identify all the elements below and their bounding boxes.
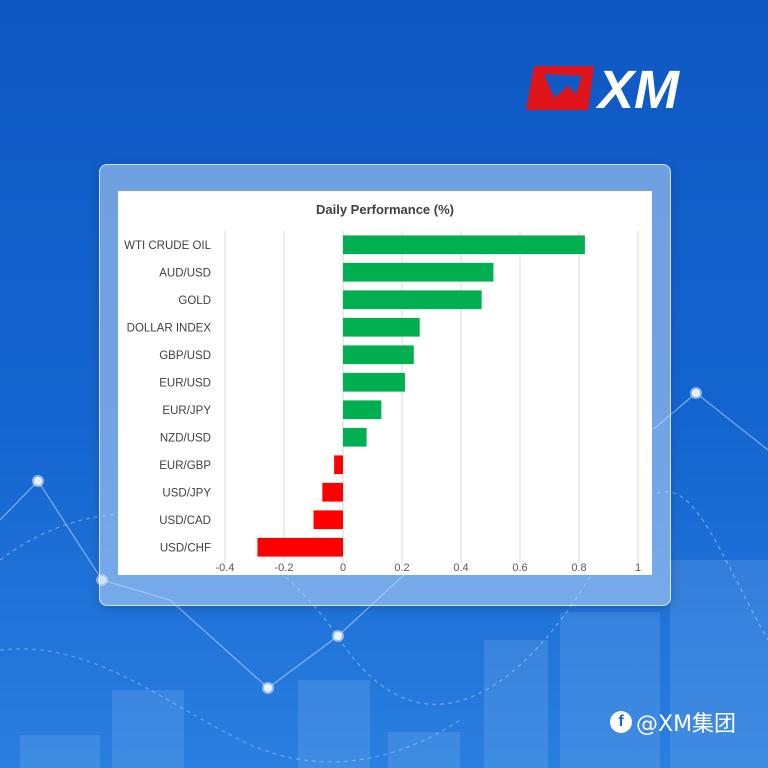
bar-nzd-usd (343, 427, 367, 447)
x-tick-label: 0 (340, 562, 346, 574)
x-tick-label: -0.2 (275, 562, 294, 574)
bar-eur-jpy (343, 400, 382, 420)
chart-panel: Daily Performance (%) WTI CRUDE OIL AUD/U… (118, 191, 652, 575)
logo-text: XM (595, 60, 680, 118)
xm-logo: XM (526, 60, 680, 118)
bar-chart: Daily Performance (%) WTI CRUDE OIL AUD/U… (124, 202, 641, 574)
bar-wti-crude-oil (343, 235, 585, 255)
x-tick-label: 1 (635, 562, 641, 574)
category-label: EUR/USD (159, 377, 211, 389)
x-tick-label: 0.8 (571, 562, 586, 574)
bar-aud-usd (343, 262, 494, 282)
category-label: NZD/USD (160, 432, 211, 444)
category-label: EUR/GBP (159, 460, 211, 472)
category-label: DOLLAR INDEX (127, 322, 212, 334)
social-icon: f (610, 711, 632, 733)
bar-usd-cad (313, 510, 343, 530)
x-tick-label: -0.4 (216, 562, 235, 574)
bar-usd-chf (257, 537, 343, 557)
bar-usd-jpy (322, 482, 343, 502)
chart-title: Daily Performance (%) (316, 202, 454, 217)
category-label: WTI CRUDE OIL (124, 240, 211, 252)
category-label: USD/CAD (159, 515, 211, 527)
category-label: GBP/USD (159, 350, 211, 362)
logo-mark-red (526, 66, 594, 110)
category-label: USD/JPY (162, 487, 211, 499)
bar-eur-usd (343, 372, 405, 392)
x-tick-label: 0.4 (453, 562, 468, 574)
x-tick-label: 0.2 (394, 562, 409, 574)
category-label: EUR/JPY (162, 405, 211, 417)
category-label: GOLD (178, 295, 211, 307)
watermark-text: @XM集团 (636, 712, 737, 737)
category-label: AUD/USD (159, 267, 211, 279)
category-label: USD/CHF (160, 542, 211, 554)
watermark: f @XM集团 (610, 708, 737, 737)
bar-gbp-usd (343, 345, 414, 365)
x-tick-label: 0.6 (512, 562, 527, 574)
chart-frame: Daily Performance (%) WTI CRUDE OIL AUD/U… (99, 164, 671, 606)
bar-eur-gbp (334, 455, 343, 475)
bar-gold (343, 290, 482, 310)
bar-dollar-index (343, 317, 420, 337)
